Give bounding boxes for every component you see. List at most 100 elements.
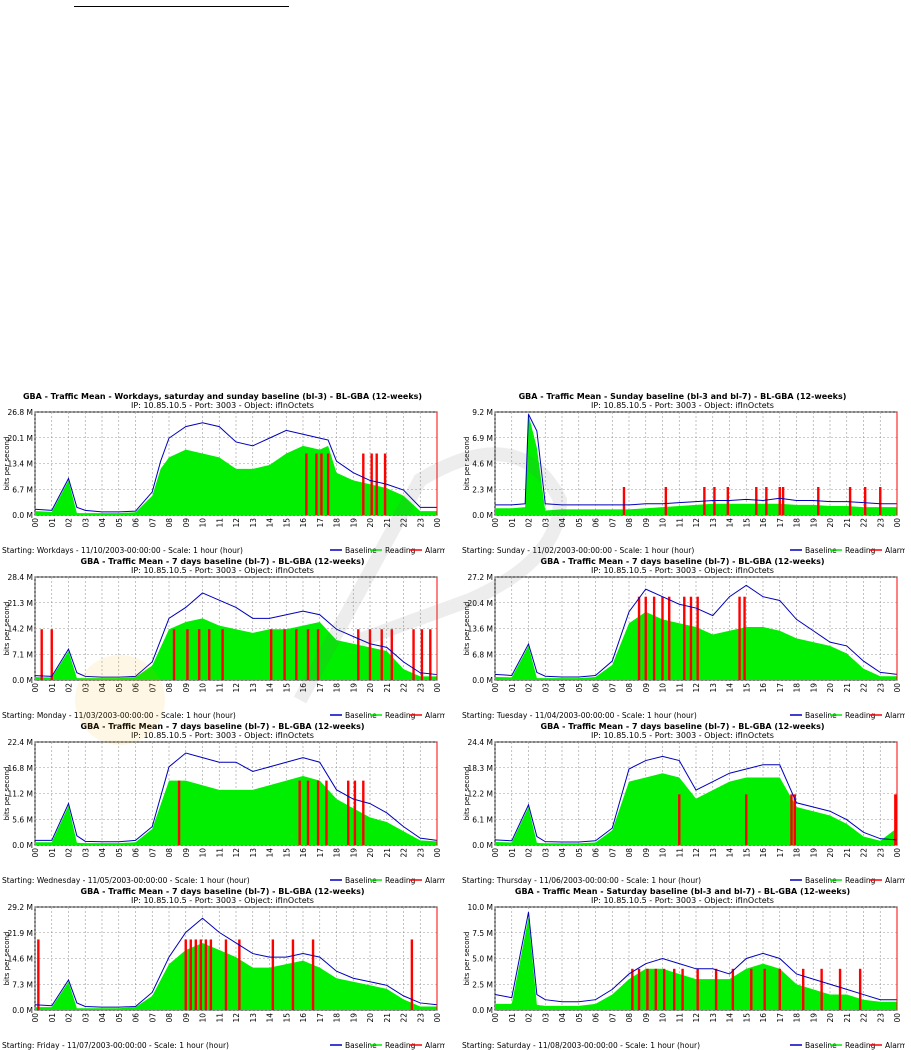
alarm-bar bbox=[177, 780, 181, 845]
alarm-bar bbox=[208, 629, 211, 680]
x-tick-label: 18 bbox=[793, 848, 802, 858]
x-tick-label: 18 bbox=[333, 518, 342, 528]
x-tick-label: 15 bbox=[742, 1013, 751, 1023]
alarm-bar bbox=[320, 453, 323, 515]
alarm-bar bbox=[271, 939, 275, 1010]
legend-label-alarm: Alarm bbox=[425, 876, 445, 885]
x-tick-label: 21 bbox=[383, 848, 392, 858]
x-tick-label: 22 bbox=[860, 848, 869, 858]
chart-subtitle: IP: 10.85.10.5 - Port: 3003 - Object: if… bbox=[591, 896, 774, 905]
chart-svg: GBA - Traffic Mean - 7 days baseline (bl… bbox=[462, 722, 905, 885]
x-tick-label: 02 bbox=[65, 683, 74, 693]
x-tick-label: 10 bbox=[659, 683, 668, 693]
x-tick-label: 23 bbox=[416, 848, 425, 858]
legend-label-reading: Reading bbox=[845, 876, 876, 885]
alarm-bar bbox=[714, 968, 718, 1010]
x-tick-label: 07 bbox=[608, 848, 617, 858]
y-tick-label: 24.4 M bbox=[467, 738, 493, 747]
x-tick-label: 16 bbox=[759, 1013, 768, 1023]
x-tick-label: 22 bbox=[860, 518, 869, 528]
x-tick-label: 00 bbox=[433, 683, 442, 693]
alarm-bar bbox=[726, 487, 730, 515]
x-tick-label: 10 bbox=[659, 1013, 668, 1023]
y-tick-label: 0.0 M bbox=[12, 511, 33, 520]
baseline-series-line bbox=[495, 414, 897, 506]
y-tick-label: 21.3 M bbox=[7, 599, 33, 608]
alarm-bar bbox=[631, 968, 634, 1010]
x-tick-label: 01 bbox=[508, 1013, 517, 1023]
legend-label-baseline: Baseline bbox=[805, 711, 837, 720]
x-tick-label: 21 bbox=[383, 683, 392, 693]
alarm-bar bbox=[238, 939, 241, 1010]
x-tick-label: 04 bbox=[98, 683, 107, 693]
x-tick-label: 16 bbox=[299, 518, 308, 528]
x-tick-label: 10 bbox=[199, 1013, 208, 1023]
x-tick-label: 00 bbox=[893, 848, 902, 858]
legend-label-baseline: Baseline bbox=[345, 1041, 377, 1050]
x-tick-label: 03 bbox=[81, 518, 90, 528]
x-tick-label: 07 bbox=[148, 848, 157, 858]
x-tick-label: 19 bbox=[809, 518, 818, 528]
x-tick-label: 11 bbox=[215, 1013, 224, 1023]
alarm-bar bbox=[738, 596, 741, 680]
x-tick-label: 12 bbox=[692, 1013, 701, 1023]
reading-series-area bbox=[35, 618, 437, 680]
x-tick-label: 19 bbox=[809, 848, 818, 858]
x-tick-label: 13 bbox=[709, 683, 718, 693]
x-tick-label: 17 bbox=[776, 848, 785, 858]
legend-label-reading: Reading bbox=[385, 711, 416, 720]
alarm-bar bbox=[848, 487, 852, 515]
x-tick-label: 00 bbox=[31, 1013, 40, 1023]
x-tick-label: 23 bbox=[876, 518, 885, 528]
x-tick-label: 00 bbox=[491, 683, 500, 693]
x-tick-label: 21 bbox=[843, 683, 852, 693]
x-tick-label: 09 bbox=[182, 518, 191, 528]
x-tick-label: 03 bbox=[81, 1013, 90, 1023]
alarm-bar bbox=[184, 939, 187, 1010]
top-rule bbox=[74, 6, 289, 7]
y-tick-label: 21.9 M bbox=[7, 929, 33, 938]
traffic-chart: GBA - Traffic Mean - 7 days baseline (bl… bbox=[0, 885, 445, 1050]
x-tick-label: 17 bbox=[316, 683, 325, 693]
alarm-bar bbox=[820, 968, 823, 1010]
chart-footer: Starting: Workdays - 11/10/2003-00:00:00… bbox=[2, 546, 243, 555]
x-tick-label: 01 bbox=[48, 683, 57, 693]
alarm-bar bbox=[763, 968, 766, 1010]
x-tick-label: 06 bbox=[592, 1013, 601, 1023]
alarm-bar bbox=[765, 487, 768, 515]
x-tick-label: 04 bbox=[98, 848, 107, 858]
x-tick-label: 18 bbox=[793, 683, 802, 693]
y-tick-label: 0.0 M bbox=[12, 841, 33, 850]
alarm-bar bbox=[668, 596, 671, 680]
x-tick-label: 20 bbox=[366, 1013, 375, 1023]
x-tick-label: 05 bbox=[575, 518, 584, 528]
x-tick-label: 10 bbox=[199, 518, 208, 528]
x-tick-label: 05 bbox=[575, 683, 584, 693]
x-tick-label: 10 bbox=[659, 518, 668, 528]
x-tick-label: 03 bbox=[541, 518, 550, 528]
x-tick-label: 13 bbox=[249, 1013, 258, 1023]
legend-label-reading: Reading bbox=[845, 1041, 876, 1050]
baseline-series-line bbox=[34, 917, 438, 1008]
y-tick-label: 5.0 M bbox=[472, 955, 493, 964]
reading-series-area bbox=[495, 414, 897, 515]
y-tick-label: 0.0 M bbox=[472, 676, 493, 685]
alarm-bar bbox=[683, 596, 686, 680]
x-tick-label: 00 bbox=[433, 848, 442, 858]
x-tick-label: 00 bbox=[893, 518, 902, 528]
alarm-bar bbox=[353, 780, 357, 845]
alarm-bar bbox=[743, 596, 746, 680]
chart-svg: GBA - Traffic Mean - Workdays, saturday … bbox=[2, 392, 445, 555]
baseline-series-line bbox=[34, 592, 438, 678]
y-tick-label: 6.8 M bbox=[472, 650, 493, 659]
x-tick-label: 20 bbox=[366, 848, 375, 858]
x-tick-label: 01 bbox=[48, 518, 57, 528]
alarm-bar bbox=[316, 629, 320, 680]
alarm-bar bbox=[357, 629, 360, 680]
y-tick-label: 13.4 M bbox=[7, 460, 33, 469]
x-tick-label: 06 bbox=[592, 683, 601, 693]
x-tick-label: 07 bbox=[148, 1013, 157, 1023]
x-tick-label: 11 bbox=[215, 683, 224, 693]
legend-label-alarm: Alarm bbox=[425, 1041, 445, 1050]
x-tick-label: 15 bbox=[282, 1013, 291, 1023]
